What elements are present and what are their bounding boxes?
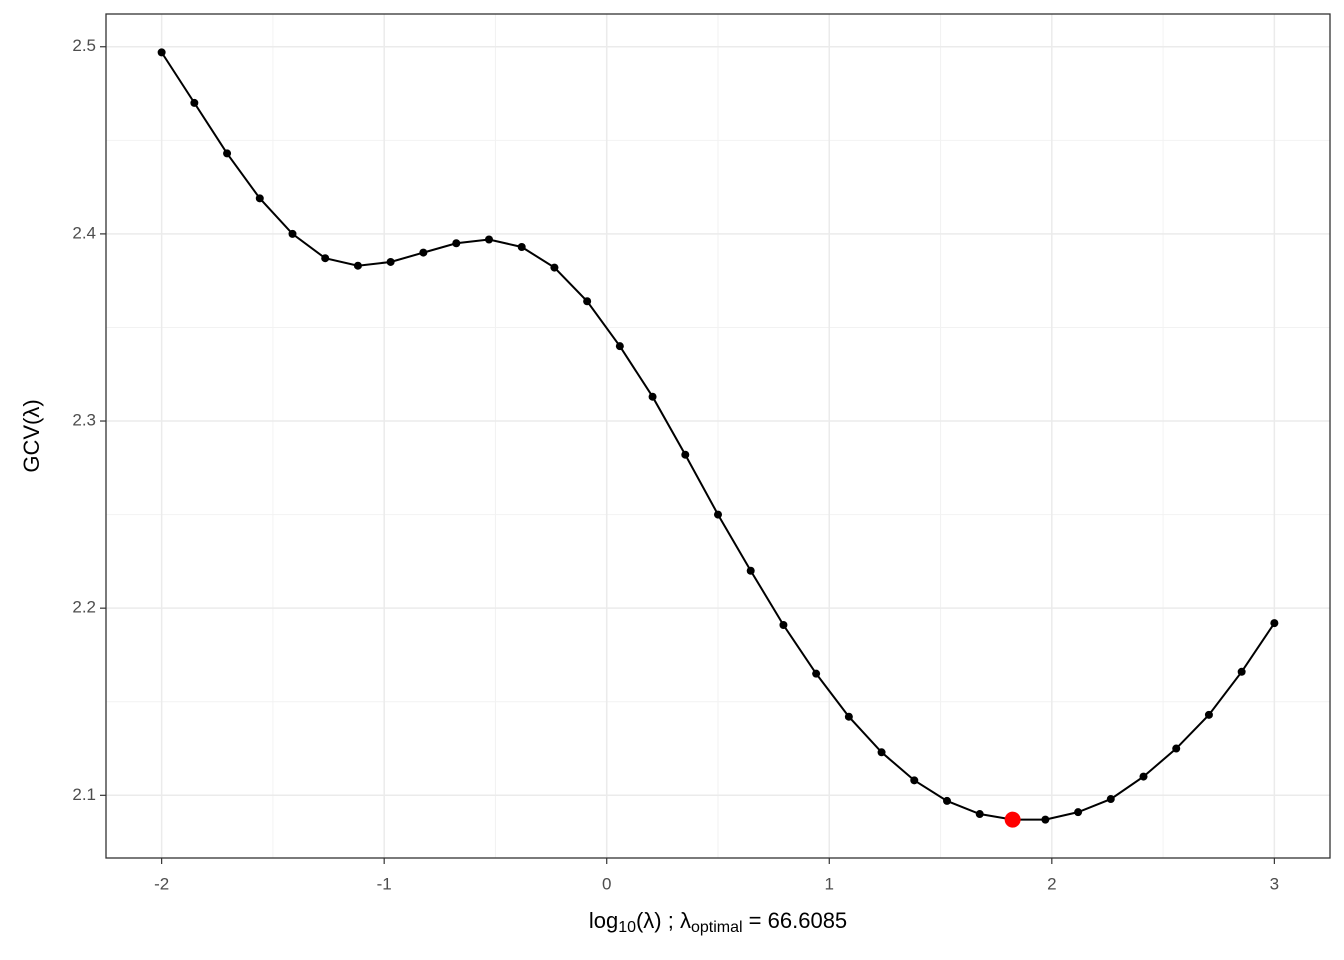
x-axis-title-part: = 66.6085 [743,908,848,933]
point [255,194,264,203]
x-axis-title-part: 10 [618,919,636,936]
x-axis-title-part: log [589,908,618,933]
point [223,149,232,158]
point [877,748,886,757]
point [1237,667,1246,676]
x-axis-title-part: optimal [691,919,743,936]
point [517,242,526,251]
point [1041,815,1050,824]
point [353,261,362,270]
y-tick-label: 2.5 [72,36,96,55]
x-tick-label: 3 [1270,874,1279,893]
point [615,342,624,351]
point [485,235,494,244]
x-axis-title: log10(λ) ; λoptimal = 66.6085 [589,908,847,936]
y-tick-label: 2.3 [72,411,96,430]
point [942,796,951,805]
point [1074,808,1083,817]
x-tick-label: 2 [1047,874,1056,893]
point [844,712,853,721]
point [714,510,722,519]
optimal-point [1004,811,1021,828]
point [648,392,657,401]
x-tick-label: -2 [154,874,169,893]
y-tick-label: 2.4 [72,223,96,242]
point [386,257,395,266]
point [550,263,559,272]
point [321,254,330,263]
y-tick-label: 2.2 [72,598,96,617]
point [190,98,199,107]
x-tick-label: 0 [602,874,611,893]
point [157,48,166,57]
point [779,621,788,630]
point [1172,744,1181,753]
point [419,248,428,257]
point [910,776,919,785]
x-tick-label: 1 [825,874,834,893]
x-axis-title-part: (λ) ; λ [636,908,691,933]
panel-border [105,13,1331,859]
point [583,297,592,306]
point [288,229,297,238]
point [681,450,690,459]
point [1106,795,1115,804]
point [1270,619,1279,628]
point [1204,710,1213,719]
point [812,669,821,678]
point [975,810,984,819]
point [1139,772,1148,781]
x-tick-label: -1 [377,874,392,893]
point [746,566,755,575]
y-tick-label: 2.1 [72,785,96,804]
y-axis-title: GCV(λ) [19,399,44,472]
point [452,239,461,248]
